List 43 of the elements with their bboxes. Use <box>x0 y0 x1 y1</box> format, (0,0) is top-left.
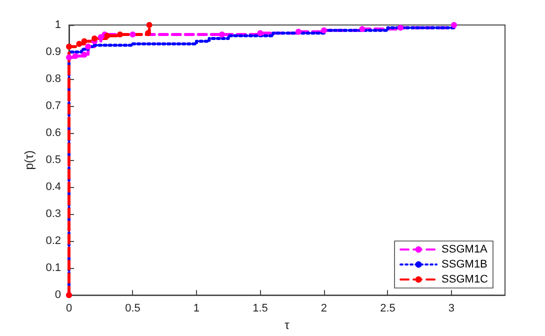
point <box>92 36 98 42</box>
y-tick-label: 0 <box>54 289 61 302</box>
x-tick-label: 0 <box>66 302 72 315</box>
point <box>104 32 110 39</box>
x-tick-label: 1 <box>193 302 200 315</box>
point <box>295 28 302 35</box>
point <box>130 31 136 38</box>
y-tick-label: 0.2 <box>46 235 61 248</box>
point <box>257 30 264 36</box>
point <box>85 44 92 50</box>
x-tick-label: 0.5 <box>125 302 140 315</box>
point <box>81 38 88 44</box>
x-axis-title: τ <box>284 318 290 332</box>
legend-label: SSGM1C <box>442 274 488 286</box>
point <box>72 53 78 60</box>
y-tick-label: 0.3 <box>46 208 61 220</box>
legend-label: SSGM1A <box>442 244 488 256</box>
y-tick-label: 0.4 <box>46 181 61 194</box>
y-tick-label: 0.6 <box>46 127 61 140</box>
point <box>359 26 366 32</box>
point <box>451 22 458 28</box>
y-tick-label: 0.9 <box>46 46 61 58</box>
x-tick-label: 1.5 <box>252 302 268 315</box>
y-tick-label: 1 <box>54 19 61 31</box>
point <box>145 30 152 36</box>
x-tick-label: 2.5 <box>380 302 396 315</box>
y-tick-label: 0.5 <box>46 154 61 166</box>
point <box>218 31 225 38</box>
y-axis-title: p(τ) <box>22 150 36 170</box>
y-tick-label: 0.1 <box>46 262 61 274</box>
y-tick-label: 0.7 <box>46 100 61 112</box>
x-tick-label: 2 <box>320 302 328 315</box>
point <box>320 27 327 34</box>
point <box>117 31 123 38</box>
point <box>397 24 404 31</box>
legend-label: SSGM1B <box>442 258 488 270</box>
point <box>66 54 72 60</box>
point <box>81 52 88 58</box>
point <box>66 44 72 50</box>
y-tick-label: 0.8 <box>46 73 61 86</box>
x-tick-label: 3 <box>448 302 455 315</box>
point <box>76 40 82 47</box>
point <box>146 22 152 28</box>
